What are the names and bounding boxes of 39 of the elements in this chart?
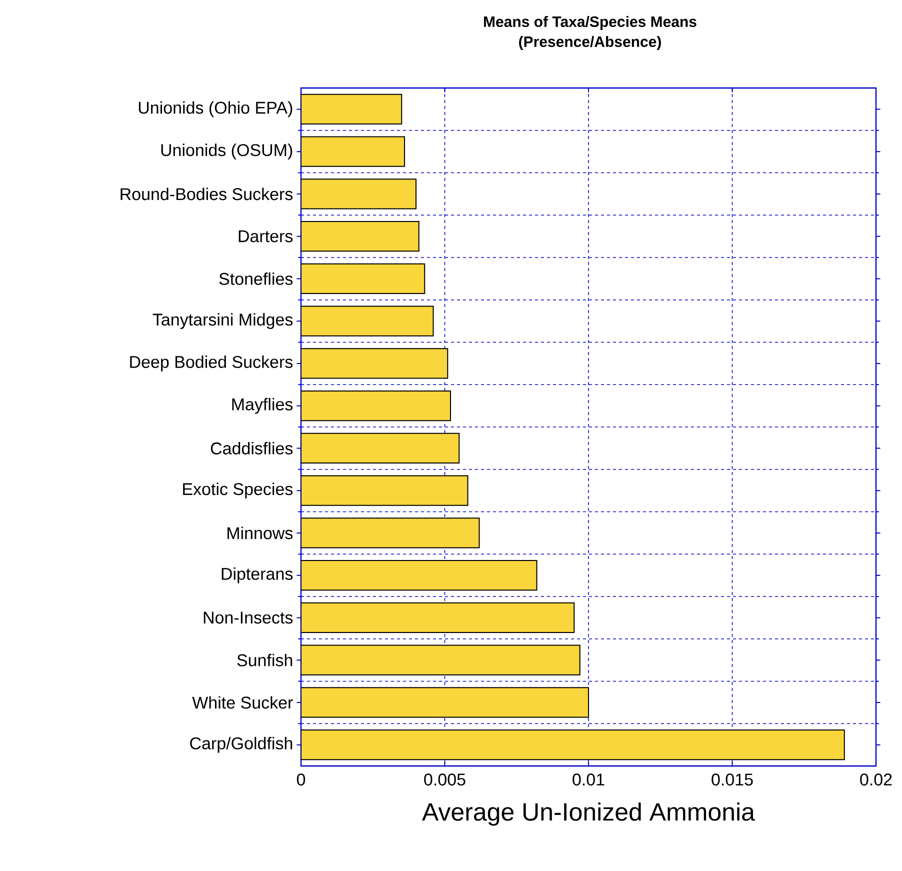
y-tick-label: Stoneflies xyxy=(219,272,293,285)
y-tick-label: Carp/Goldfish xyxy=(190,736,292,753)
bar xyxy=(301,518,480,548)
bar xyxy=(301,178,417,210)
bar xyxy=(301,390,452,422)
bar xyxy=(301,348,448,379)
x-tick-label: 0.02 xyxy=(860,774,892,786)
y-tick-label: Deep Bodied Suckers xyxy=(130,356,293,372)
bar xyxy=(301,729,845,760)
y-tick-label: Non-Insects xyxy=(204,612,293,624)
bar xyxy=(301,687,590,718)
y-tick-label: Round-Bodies Suckers xyxy=(120,188,293,200)
bar xyxy=(301,220,420,252)
y-tick-label: Unionids (Ohio EPA) xyxy=(138,101,292,118)
bar xyxy=(301,263,426,294)
y-tick-label: Minnows xyxy=(228,526,293,540)
x-tick-label: 0.015 xyxy=(712,774,753,786)
bar xyxy=(301,560,538,591)
bar xyxy=(301,306,434,336)
y-tick-label: Tanytarsini Midges xyxy=(152,313,293,329)
y-tick-label: Darters xyxy=(238,230,293,242)
bar xyxy=(301,475,468,506)
x-axis-title: Average Un-Ionized Ammonia xyxy=(422,802,755,826)
bar xyxy=(301,432,460,464)
bar xyxy=(301,136,406,167)
y-tick-label: Caddisflies xyxy=(210,442,293,454)
y-tick-label: Unionids (OSUM) xyxy=(161,144,292,160)
y-tick-label: Dipterans xyxy=(222,567,293,584)
x-tick-label: 0.01 xyxy=(572,774,604,786)
y-tick-label: Mayflies xyxy=(232,398,293,414)
bar xyxy=(301,94,402,125)
x-tick-label: 0 xyxy=(296,774,306,786)
y-tick-label: Sunfish xyxy=(237,654,292,666)
y-tick-label: Exotic Species xyxy=(183,482,293,498)
bar xyxy=(301,644,580,676)
chart-title: Means of Taxa/Species Means (Presence/Absence) xyxy=(484,16,696,50)
x-tick-label: 0.005 xyxy=(424,774,466,786)
y-tick-label: White Sucker xyxy=(192,696,293,709)
bar xyxy=(301,602,575,634)
